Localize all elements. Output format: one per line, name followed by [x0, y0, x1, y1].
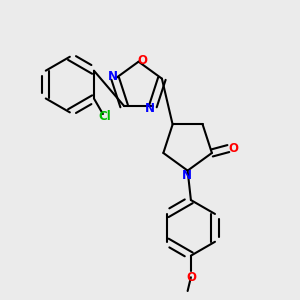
Text: O: O [186, 271, 196, 284]
Text: O: O [137, 53, 148, 67]
Text: N: N [108, 70, 118, 83]
Text: N: N [146, 102, 155, 115]
Text: N: N [182, 169, 192, 182]
Text: Cl: Cl [98, 110, 111, 123]
Text: O: O [228, 142, 238, 155]
